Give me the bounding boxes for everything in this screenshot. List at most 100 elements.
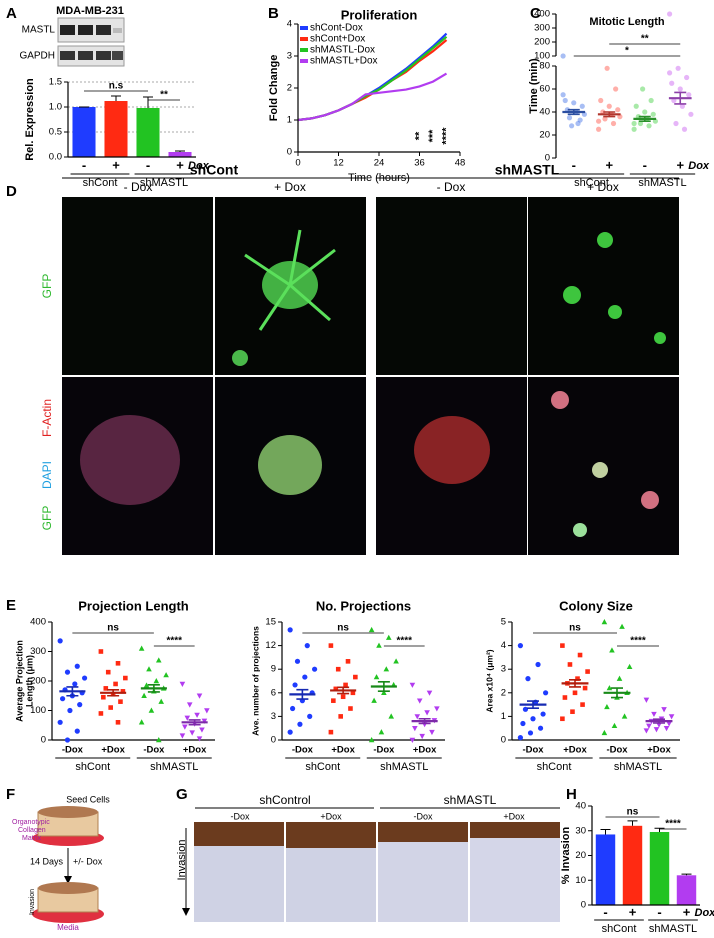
error-bar <box>377 680 390 693</box>
error-bar <box>107 689 120 697</box>
image <box>470 822 560 922</box>
y-tick-label: 0 <box>271 735 276 746</box>
data-point <box>378 729 385 735</box>
error-bar <box>674 91 687 105</box>
image <box>376 197 527 375</box>
data-point <box>138 719 145 725</box>
panel-letter: G <box>176 786 188 803</box>
data-point <box>304 643 310 649</box>
error-bar <box>66 686 79 697</box>
error-bar <box>337 686 350 695</box>
significance-label: **** <box>396 636 412 647</box>
group-label: shCont <box>83 177 118 189</box>
axis-label: Invasion <box>176 840 188 881</box>
data-point <box>679 103 685 109</box>
data-point <box>414 714 421 720</box>
y-tick-label: 0 <box>41 735 46 746</box>
error-bar <box>527 700 539 709</box>
data-point <box>562 695 568 700</box>
y-tick-label: 1.5 <box>49 77 62 88</box>
y-axis-label: Ave. number of projections <box>250 626 260 736</box>
y-axis-label: Average Projection <box>14 640 24 722</box>
y-tick-label: 40 <box>539 107 550 118</box>
data-point <box>626 663 633 670</box>
x-tick-label: 12 <box>333 158 344 169</box>
blot-band <box>96 51 111 60</box>
error-bar <box>653 718 665 724</box>
data-point <box>333 686 339 692</box>
data-point <box>163 672 169 678</box>
column-label: + Dox <box>274 180 306 194</box>
data-point <box>424 710 430 716</box>
data-point <box>189 730 195 736</box>
significance-label: ** <box>160 90 168 101</box>
cell-cluster <box>597 232 613 248</box>
legend-label: shCont+Dox <box>310 34 365 45</box>
column-label: -Dox <box>230 811 250 821</box>
data-point <box>74 663 80 669</box>
y-tick-label: 200 <box>30 676 46 687</box>
condition-label: Dox <box>695 907 714 919</box>
panel-letter: D <box>6 183 17 200</box>
group-label: shCont <box>602 923 637 935</box>
data-point <box>101 694 106 700</box>
data-point <box>138 645 145 651</box>
data-point <box>604 703 610 710</box>
y-axis-label: Length (μm) <box>24 655 34 707</box>
data-point <box>103 686 109 691</box>
chart-title: Proliferation <box>341 7 418 22</box>
y-tick-label: 20 <box>575 850 586 861</box>
group-label: shMASTL <box>380 761 428 773</box>
data-point <box>118 699 123 704</box>
data-point <box>115 720 121 725</box>
data-point <box>598 97 604 104</box>
data-point <box>543 690 549 696</box>
y-tick-label: 12 <box>265 640 276 651</box>
error-bar <box>188 719 201 726</box>
blot-band <box>96 25 111 35</box>
data-point <box>535 661 541 668</box>
data-point <box>57 638 63 644</box>
y-tick-label: 10 <box>575 875 586 886</box>
significance-label: **** <box>166 636 182 647</box>
panel-letter: A <box>6 5 17 22</box>
blot-band <box>60 51 75 60</box>
y-axis-label: % Invasion <box>560 826 572 884</box>
data-point <box>667 70 673 76</box>
data-point <box>642 109 648 115</box>
cell-cluster <box>592 462 608 478</box>
data-point <box>570 709 575 714</box>
y-tick-label: 15 <box>265 617 276 628</box>
data-point <box>74 728 80 734</box>
data-point <box>582 685 588 691</box>
error-bar <box>600 829 611 835</box>
x-tick-label: 36 <box>414 158 425 169</box>
data-point <box>328 643 334 648</box>
data-point <box>381 689 387 695</box>
y-tick-label: 40 <box>575 801 586 812</box>
chart-title: No. Projections <box>316 598 411 613</box>
diagram-label: Organotypic <box>12 819 50 826</box>
diagram-label: Collagen <box>18 827 46 834</box>
group-label: shControl <box>259 793 310 807</box>
y-tick-label: 0 <box>545 153 550 164</box>
data-point <box>409 737 416 743</box>
y-tick-label: 100 <box>30 705 46 716</box>
x-tick-label: +Dox <box>183 745 207 756</box>
bar <box>595 834 616 905</box>
data-point <box>148 707 155 713</box>
data-point <box>631 120 637 127</box>
bar <box>72 107 96 157</box>
data-point <box>640 86 646 92</box>
data-point <box>67 707 73 714</box>
matrix-top <box>38 882 98 894</box>
x-tick-label: 24 <box>374 158 385 169</box>
x-tick-label: + <box>676 157 684 172</box>
x-tick-label: + <box>629 904 637 919</box>
error-bar <box>569 679 581 688</box>
cell-cluster <box>258 435 322 495</box>
x-tick-label: 0 <box>295 158 300 169</box>
data-point <box>677 86 683 92</box>
y-axis-label: Fold Change <box>268 55 280 122</box>
